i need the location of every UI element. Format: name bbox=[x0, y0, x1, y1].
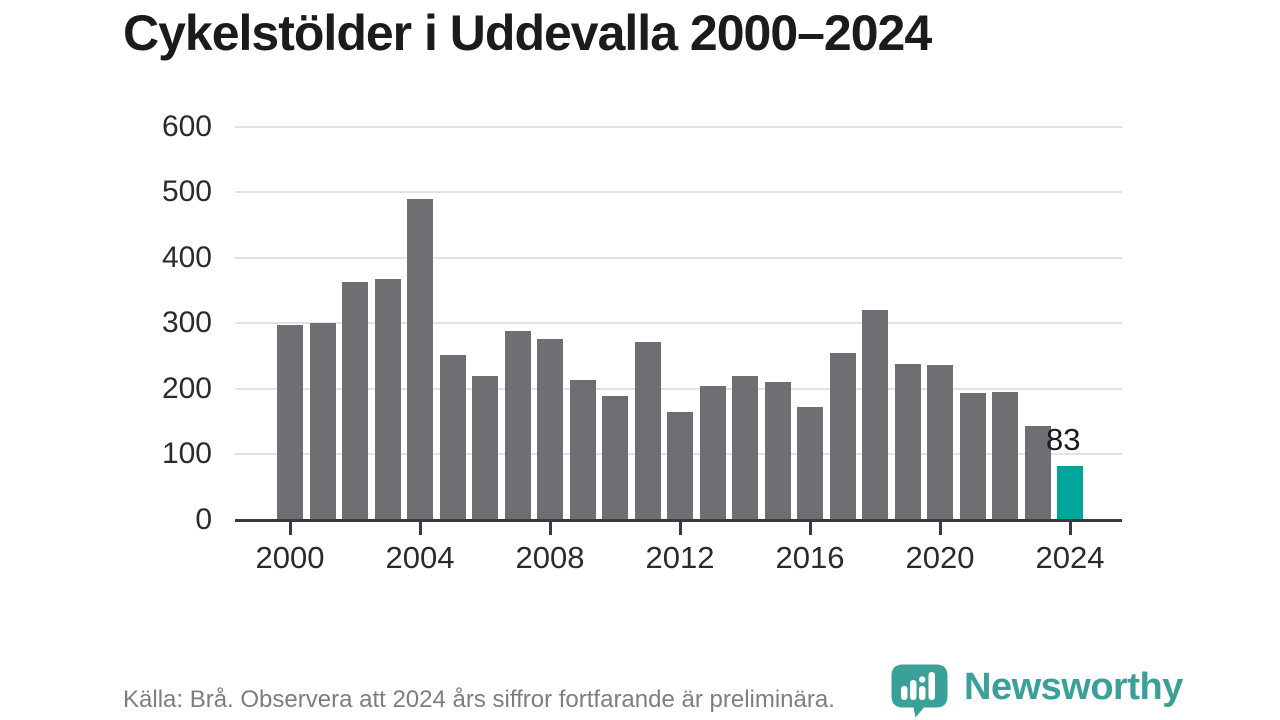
bar-2000 bbox=[277, 324, 303, 520]
highlight-value-label: 83 bbox=[1046, 421, 1081, 457]
bar-2022 bbox=[992, 391, 1018, 520]
bar-2012 bbox=[667, 412, 693, 520]
newsworthy-logo: Newsworthy bbox=[891, 664, 1183, 718]
x-axis-tick-2016 bbox=[808, 521, 812, 535]
x-axis-tick-2020 bbox=[938, 521, 942, 535]
bar-2021 bbox=[959, 393, 986, 520]
bar-2010 bbox=[602, 396, 628, 520]
bar-2013 bbox=[699, 386, 726, 520]
x-axis-tick-2000 bbox=[288, 521, 292, 535]
bar-2014 bbox=[732, 375, 758, 520]
bar-2005 bbox=[439, 354, 466, 520]
gridline-y-600 bbox=[235, 125, 1122, 128]
x-axis-tick-2004 bbox=[418, 521, 422, 535]
bar-2004 bbox=[407, 198, 433, 520]
gridline-y-300 bbox=[235, 322, 1122, 325]
x-axis-tick-label: 2024 bbox=[1035, 540, 1105, 575]
newsworthy-bubble-chart-icon bbox=[891, 664, 948, 718]
bar-2001 bbox=[309, 323, 336, 520]
bar-2017 bbox=[829, 352, 856, 520]
x-axis-tick-label: 2020 bbox=[905, 540, 975, 575]
y-axis-tick-label: 300 bbox=[161, 306, 212, 340]
x-axis-tick-label: 2004 bbox=[385, 540, 455, 575]
y-axis-tick-label: 500 bbox=[161, 175, 212, 209]
bar-2011 bbox=[634, 342, 661, 520]
gridline-y-200 bbox=[235, 387, 1122, 390]
chart-title: Cykelstölder i Uddevalla 2000–2024 bbox=[123, 5, 932, 61]
bar-2002 bbox=[342, 282, 368, 520]
bar-2016 bbox=[797, 407, 823, 520]
x-axis-tick-2024 bbox=[1068, 521, 1072, 535]
source-note: Källa: Brå. Observera att 2024 års siffr… bbox=[123, 686, 835, 713]
bar-2024 bbox=[1057, 465, 1083, 520]
gridline-y-400 bbox=[235, 256, 1122, 259]
x-axis-tick-label: 2000 bbox=[255, 540, 325, 575]
x-axis-tick-label: 2012 bbox=[645, 540, 715, 575]
bar-2003 bbox=[374, 279, 401, 520]
x-axis-tick-2012 bbox=[678, 521, 682, 535]
y-axis-tick-label: 200 bbox=[161, 371, 212, 405]
bar-2018 bbox=[862, 310, 888, 520]
y-axis-tick-label: 100 bbox=[161, 437, 212, 471]
y-axis-tick-label: 0 bbox=[195, 503, 212, 536]
x-axis-tick-label: 2016 bbox=[775, 540, 845, 575]
bar-2020 bbox=[927, 365, 953, 520]
x-axis-line bbox=[235, 518, 1122, 522]
bar-2007 bbox=[504, 330, 531, 520]
x-axis-tick-2008 bbox=[548, 521, 552, 535]
gridline-y-500 bbox=[235, 191, 1122, 194]
y-axis-tick-label: 600 bbox=[161, 109, 212, 143]
x-axis-tick-label: 2008 bbox=[515, 540, 585, 575]
bar-2015 bbox=[764, 381, 791, 520]
bar-2019 bbox=[894, 363, 921, 520]
bar-2023 bbox=[1024, 426, 1051, 520]
bar-2006 bbox=[472, 375, 498, 520]
bar-2008 bbox=[537, 339, 563, 520]
bar-2009 bbox=[569, 379, 596, 520]
newsworthy-wordmark: Newsworthy bbox=[964, 666, 1183, 708]
y-axis-tick-label: 400 bbox=[161, 240, 212, 274]
